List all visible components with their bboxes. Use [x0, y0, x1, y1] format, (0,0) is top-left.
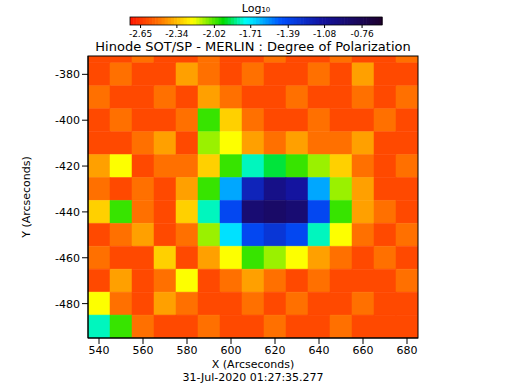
- svg-text:-400: -400: [55, 114, 80, 127]
- svg-text:Log₁₀: Log₁₀: [242, 2, 271, 15]
- svg-text:-1.39: -1.39: [277, 29, 301, 39]
- svg-text:-420: -420: [55, 160, 80, 173]
- svg-text:-1.71: -1.71: [239, 29, 262, 39]
- svg-text:-1.08: -1.08: [313, 29, 337, 39]
- svg-text:-480: -480: [55, 298, 80, 311]
- svg-text:660: 660: [353, 344, 374, 357]
- svg-text:640: 640: [309, 344, 330, 357]
- svg-text:-0.76: -0.76: [350, 29, 374, 39]
- svg-text:680: 680: [397, 344, 418, 357]
- svg-text:-2.65: -2.65: [129, 29, 152, 39]
- svg-text:600: 600: [221, 344, 242, 357]
- svg-text:Y (Arcseconds): Y (Arcseconds): [20, 156, 33, 239]
- svg-text:-2.02: -2.02: [203, 29, 226, 39]
- svg-text:-440: -440: [55, 206, 80, 219]
- svg-text:540: 540: [89, 344, 110, 357]
- svg-text:Hinode SOT/SP - MERLIN : Degre: Hinode SOT/SP - MERLIN : Degree of Polar…: [95, 39, 410, 54]
- svg-text:31-Jul-2020 01:27:35.277: 31-Jul-2020 01:27:35.277: [182, 371, 323, 384]
- svg-text:X (Arcseconds): X (Arcseconds): [212, 358, 294, 371]
- svg-text:-460: -460: [55, 252, 80, 265]
- svg-text:580: 580: [177, 344, 198, 357]
- svg-text:560: 560: [133, 344, 154, 357]
- svg-text:-2.34: -2.34: [165, 29, 189, 39]
- svg-text:-380: -380: [55, 68, 80, 81]
- svg-text:620: 620: [265, 344, 286, 357]
